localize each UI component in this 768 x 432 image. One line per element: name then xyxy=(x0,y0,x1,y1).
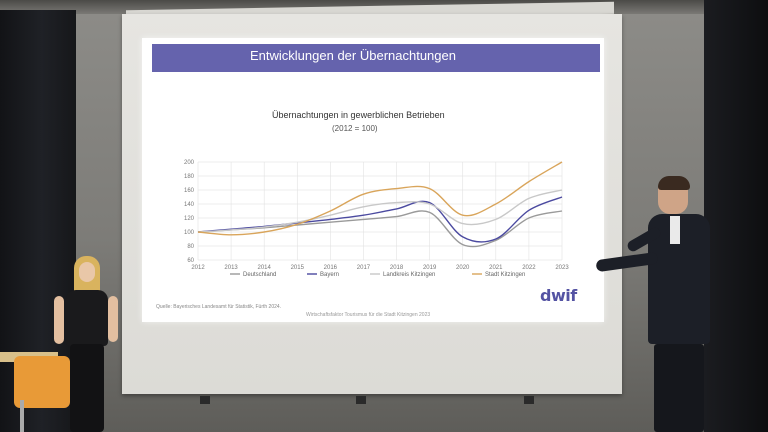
chair xyxy=(14,356,70,408)
x-tick-label: 2022 xyxy=(522,265,536,271)
x-tick-label: 2013 xyxy=(224,265,238,271)
shirt xyxy=(670,216,680,244)
x-tick-label: 2021 xyxy=(489,265,503,271)
legend-label: Deutschland xyxy=(243,272,276,278)
trousers xyxy=(70,344,104,432)
chair-leg xyxy=(20,400,24,432)
hair xyxy=(658,176,690,190)
presenter-man xyxy=(595,176,720,432)
series-line-landkreis-kitzingen xyxy=(197,189,563,233)
dwif-logo: dwif xyxy=(540,286,577,305)
x-tick-label: 2014 xyxy=(258,265,272,271)
y-tick-label: 160 xyxy=(184,188,195,194)
series-line-bayern xyxy=(197,196,563,243)
y-tick-label: 180 xyxy=(184,174,195,180)
x-tick-label: 2019 xyxy=(423,265,437,271)
slide-title: Entwicklungen der Übernachtungen xyxy=(250,48,456,63)
wall-outlet xyxy=(356,396,366,404)
chart-title: Übernachtungen in gewerblichen Betrieben xyxy=(272,110,445,120)
chart-subtitle: (2012 = 100) xyxy=(332,124,378,133)
arm xyxy=(108,296,118,342)
x-tick-label: 2023 xyxy=(555,265,569,271)
y-tick-label: 60 xyxy=(187,258,194,264)
y-tick-label: 200 xyxy=(184,160,195,166)
face xyxy=(79,262,95,282)
slide-footer: Wirtschaftsfaktor Tourismus für die Stad… xyxy=(306,312,431,318)
presentation-slide: Entwicklungen der Übernachtungen 60 80 100… xyxy=(142,38,604,322)
arm xyxy=(54,296,64,344)
x-tick-label: 2017 xyxy=(357,265,371,271)
slide-header-bar xyxy=(152,44,600,72)
y-tick-label: 120 xyxy=(184,216,195,222)
trousers xyxy=(654,344,704,432)
series-line-stadt-kitzingen xyxy=(197,161,563,236)
legend-label: Landkreis Kitzingen xyxy=(383,272,435,278)
line-chart: 60 80 100 120 140 160 180 200 2012 2013 2014 2015 20… xyxy=(184,160,569,278)
x-tick-label: 2020 xyxy=(456,265,470,271)
curtain-right xyxy=(704,0,768,432)
y-tick-label: 140 xyxy=(184,202,195,208)
y-tick-label: 100 xyxy=(184,230,195,236)
legend-label: Bayern xyxy=(320,272,339,278)
x-tick-label: 2018 xyxy=(390,265,404,271)
y-tick-label: 80 xyxy=(187,244,194,250)
top xyxy=(66,290,108,346)
x-tick-label: 2015 xyxy=(291,265,305,271)
legend-label: Stadt Kitzingen xyxy=(485,272,525,278)
wall-outlet xyxy=(200,396,210,404)
wall-outlet xyxy=(524,396,534,404)
source-note: Quelle: Bayerisches Landesamt für Statis… xyxy=(156,304,282,310)
presenter-woman xyxy=(52,256,122,432)
x-tick-label: 2016 xyxy=(324,265,338,271)
x-tick-label: 2012 xyxy=(191,265,205,271)
